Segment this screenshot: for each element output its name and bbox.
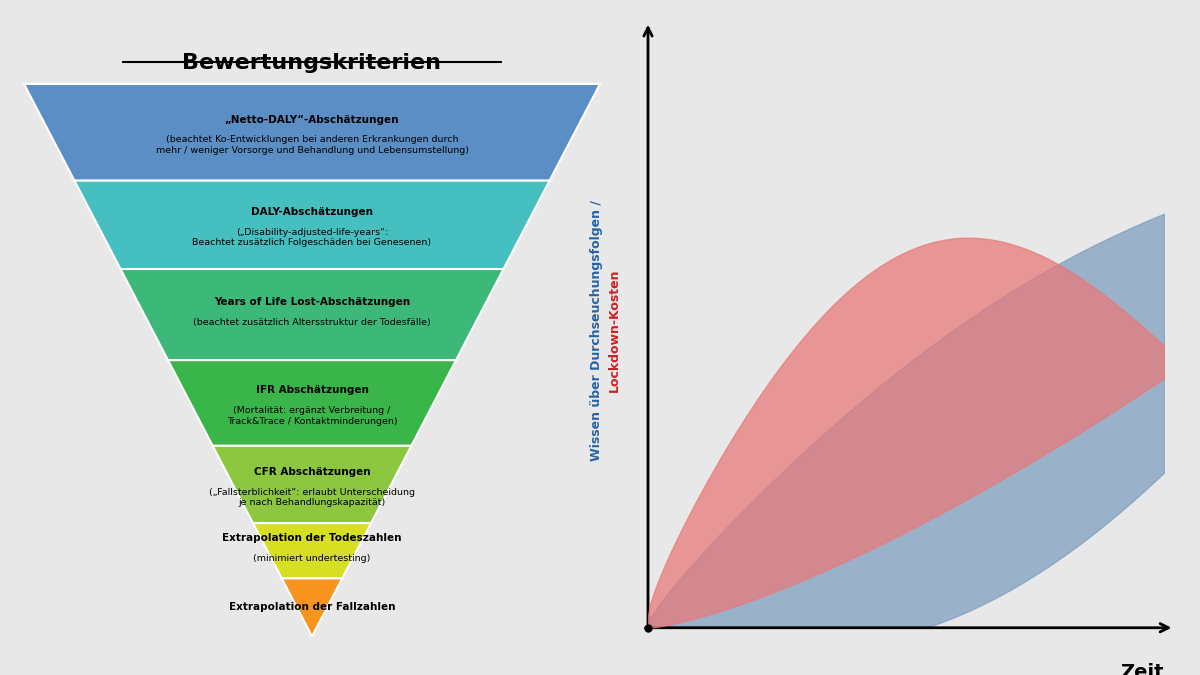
Text: DALY-Abschätzungen: DALY-Abschätzungen — [251, 207, 373, 217]
Text: CFR Abschätzungen: CFR Abschätzungen — [253, 467, 371, 477]
Text: Bewertungskriterien: Bewertungskriterien — [182, 53, 442, 73]
Polygon shape — [168, 360, 456, 446]
Polygon shape — [74, 181, 550, 269]
Polygon shape — [120, 269, 504, 360]
Text: IFR Abschätzungen: IFR Abschätzungen — [256, 385, 368, 396]
Text: („Disability-adjusted-life-years“:
Beachtet zusätzlich Folgeschäden bei Genesene: („Disability-adjusted-life-years“: Beach… — [192, 228, 432, 247]
Text: (beachtet zusätzlich Altersstruktur der Todesfälle): (beachtet zusätzlich Altersstruktur der … — [193, 318, 431, 327]
Text: (beachtet Ko-Entwicklungen bei anderen Erkrankungen durch
mehr / weniger Vorsorg: (beachtet Ko-Entwicklungen bei anderen E… — [156, 136, 468, 155]
Text: (Mortalität: ergänzt Verbreitung /
Track&Trace / Kontaktminderungen): (Mortalität: ergänzt Verbreitung / Track… — [227, 406, 397, 425]
Text: Lockdown-Kosten: Lockdown-Kosten — [608, 269, 620, 392]
Text: Extrapolation der Fallzahlen: Extrapolation der Fallzahlen — [229, 602, 395, 612]
Polygon shape — [24, 84, 600, 181]
Text: Zeit: Zeit — [1121, 664, 1164, 675]
Text: („Fallsterblichkeit“: erlaubt Unterscheidung
je nach Behandlungskapazität): („Fallsterblichkeit“: erlaubt Unterschei… — [209, 487, 415, 507]
Text: Wissen über Durchseuchungsfolgen /: Wissen über Durchseuchungsfolgen / — [590, 200, 602, 461]
Polygon shape — [282, 578, 342, 637]
Text: „Netto-DALY“-Abschätzungen: „Netto-DALY“-Abschätzungen — [224, 115, 400, 125]
Text: Years of Life Lost-Abschätzungen: Years of Life Lost-Abschätzungen — [214, 297, 410, 307]
Polygon shape — [253, 523, 371, 578]
Text: Extrapolation der Todeszahlen: Extrapolation der Todeszahlen — [222, 533, 402, 543]
Text: (minimiert undertesting): (minimiert undertesting) — [253, 554, 371, 563]
Polygon shape — [212, 446, 412, 523]
